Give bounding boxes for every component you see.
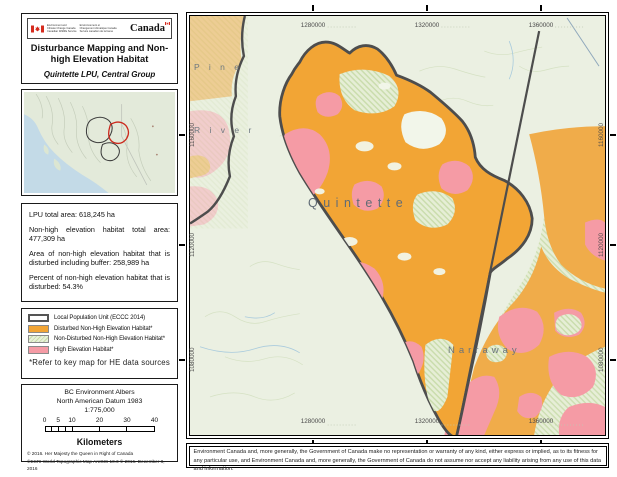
- copyright-crown: © 2016. Her Majesty the Queen in Right o…: [27, 451, 134, 457]
- legend-item-lpu: Local Population Unit (ECCC 2014): [28, 314, 171, 322]
- legend-item-non-disturbed: Non-Disturbed Non-High Elevation Habitat…: [28, 335, 171, 343]
- grid-tick: [426, 5, 428, 11]
- grid-tick: [179, 134, 185, 136]
- legend-item-disturbed: Disturbed Non-High Elevation Habitat*: [28, 324, 171, 333]
- agency-signature: Environment and Climate Change Canada Ca…: [27, 18, 172, 39]
- high-elevation-habitat-swatch: [28, 345, 49, 354]
- grid-tick: [179, 244, 185, 246]
- main-map-frame: [186, 12, 609, 439]
- legend-panel: Local Population Unit (ECCC 2014) Distur…: [21, 308, 178, 379]
- inset-map-canvas: [24, 92, 175, 193]
- scale-bar-graphic: [44, 426, 155, 433]
- disclaimer-panel: Environment Canada and, more generally, …: [186, 443, 609, 472]
- scale-panel: BC Environment Albers North American Dat…: [21, 384, 178, 471]
- inset-quintette-outline: [107, 121, 130, 145]
- title-panel: Environment and Climate Change Canada Ca…: [21, 13, 178, 84]
- projection-label: BC Environment Albers: [64, 389, 135, 396]
- grid-tick: [312, 5, 314, 11]
- page-title: Disturbance Mapping and Non-high Elevati…: [30, 43, 169, 65]
- scale-tick-10: 10: [68, 417, 76, 425]
- grid-tick: [179, 359, 185, 361]
- canada-wordmark: Canada: [130, 22, 170, 34]
- lpu-outline-swatch: [28, 314, 49, 322]
- datum-label: North American Datum 1983: [56, 397, 143, 405]
- wordmark-flag-icon: [165, 22, 170, 25]
- lpu-straight-boundary: [455, 30, 541, 435]
- disturbed-habitat-swatch: [28, 324, 49, 333]
- scale-unit-label: Kilometers: [76, 437, 123, 448]
- dept-name-english: Environment and Climate Change Canada Ca…: [47, 23, 77, 34]
- grid-tick: [540, 5, 542, 11]
- scale-bar-numbers: 0 5 10 20 30 40: [42, 417, 159, 425]
- disclaimer-text: Environment Canada and, more generally, …: [188, 445, 607, 472]
- grid-tick: [610, 244, 616, 246]
- grid-tick: [610, 359, 616, 361]
- grid-tick: [610, 134, 616, 136]
- page-subtitle: Quintette LPU, Central Group: [43, 70, 156, 80]
- inset-key-map: [21, 89, 178, 196]
- main-map-canvas: [189, 15, 606, 436]
- stat-nhe-total-area: Non-high elevation habitat total area: 4…: [29, 225, 170, 243]
- stat-disturbed-area: Area of non-high elevation habitat that …: [29, 249, 170, 267]
- non-disturbed-habitat-swatch: [28, 335, 49, 343]
- stat-disturbed-percent: Percent of non-high elevation habitat th…: [29, 273, 170, 291]
- legend-item-high-elevation: High Elevation Habitat*: [28, 345, 171, 354]
- scale-tick-0: 0: [42, 417, 47, 425]
- scale-tick-20: 20: [95, 417, 104, 425]
- scale-tick-5: 5: [56, 417, 60, 425]
- copyright-esri: ©ESRI World Topographic Map ArcGIS 10.3 …: [27, 458, 165, 471]
- stat-lpu-total-area: LPU total area: 618,245 ha: [29, 210, 115, 219]
- scale-tick-40: 40: [150, 417, 159, 425]
- dept-name-french: Environnement et Changement climatique C…: [79, 23, 117, 34]
- scale-bar: 0 5 10 20 30 40: [42, 417, 159, 435]
- scale-tick-30: 30: [123, 417, 131, 425]
- canada-flag-icon: [31, 20, 44, 38]
- legend-note: *Refer to key map for HE data sources: [29, 357, 170, 367]
- adjacent-lpu-boundary: [190, 16, 247, 225]
- stats-panel: LPU total area: 618,245 ha Non-high elev…: [21, 203, 178, 302]
- scale-ratio: 1:775,000: [84, 406, 115, 414]
